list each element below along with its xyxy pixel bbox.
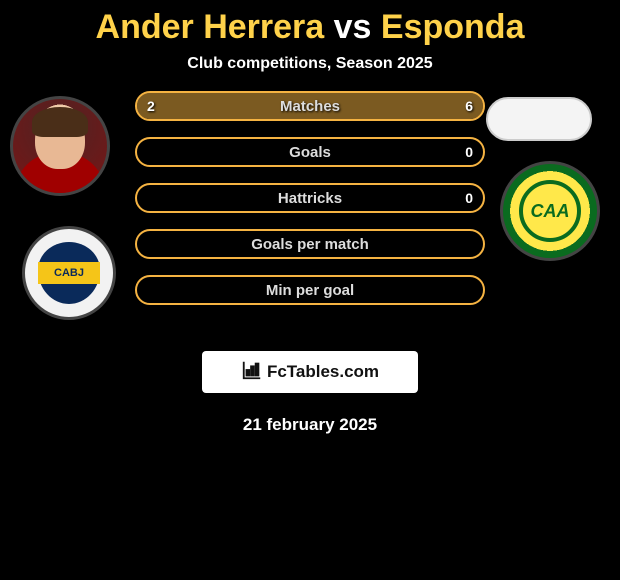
player1-club-logo: CABJ xyxy=(22,226,116,320)
stat-row: 2Matches6 xyxy=(135,91,485,121)
stat-value-right: 0 xyxy=(465,185,473,211)
stat-bars: 2Matches6Goals0Hattricks0Goals per match… xyxy=(135,91,485,321)
stat-row: Goals0 xyxy=(135,137,485,167)
stat-value-right: 0 xyxy=(465,139,473,165)
title: Ander Herrera vs Esponda xyxy=(0,8,620,47)
stat-row: Hattricks0 xyxy=(135,183,485,213)
comparison-card: Ander Herrera vs Esponda Club competitio… xyxy=(0,0,620,435)
stat-label: Goals per match xyxy=(137,231,483,257)
stat-row: Goals per match xyxy=(135,229,485,259)
player2-club-text: CAA xyxy=(519,180,581,242)
stats-area: CABJ CAA 2Matches6Goals0Hattricks0Goals … xyxy=(0,91,620,351)
date-text: 21 february 2025 xyxy=(0,415,620,435)
subtitle: Club competitions, Season 2025 xyxy=(0,55,620,73)
stat-value-right: 6 xyxy=(465,93,473,119)
branding-text: FcTables.com xyxy=(267,362,379,382)
stat-row: Min per goal xyxy=(135,275,485,305)
player1-club-text: CABJ xyxy=(38,262,100,284)
player1-photo xyxy=(10,96,110,196)
branding-badge[interactable]: FcTables.com xyxy=(202,351,418,393)
chart-icon xyxy=(241,359,263,386)
stat-label: Hattricks xyxy=(137,185,483,211)
stat-label: Matches xyxy=(137,93,483,119)
stat-label: Min per goal xyxy=(137,277,483,303)
stat-label: Goals xyxy=(137,139,483,165)
player2-club-logo: CAA xyxy=(500,161,600,261)
title-vs: vs xyxy=(334,8,372,46)
title-player2: Esponda xyxy=(381,8,525,46)
player2-photo-placeholder xyxy=(486,97,592,141)
title-player1: Ander Herrera xyxy=(96,8,325,46)
